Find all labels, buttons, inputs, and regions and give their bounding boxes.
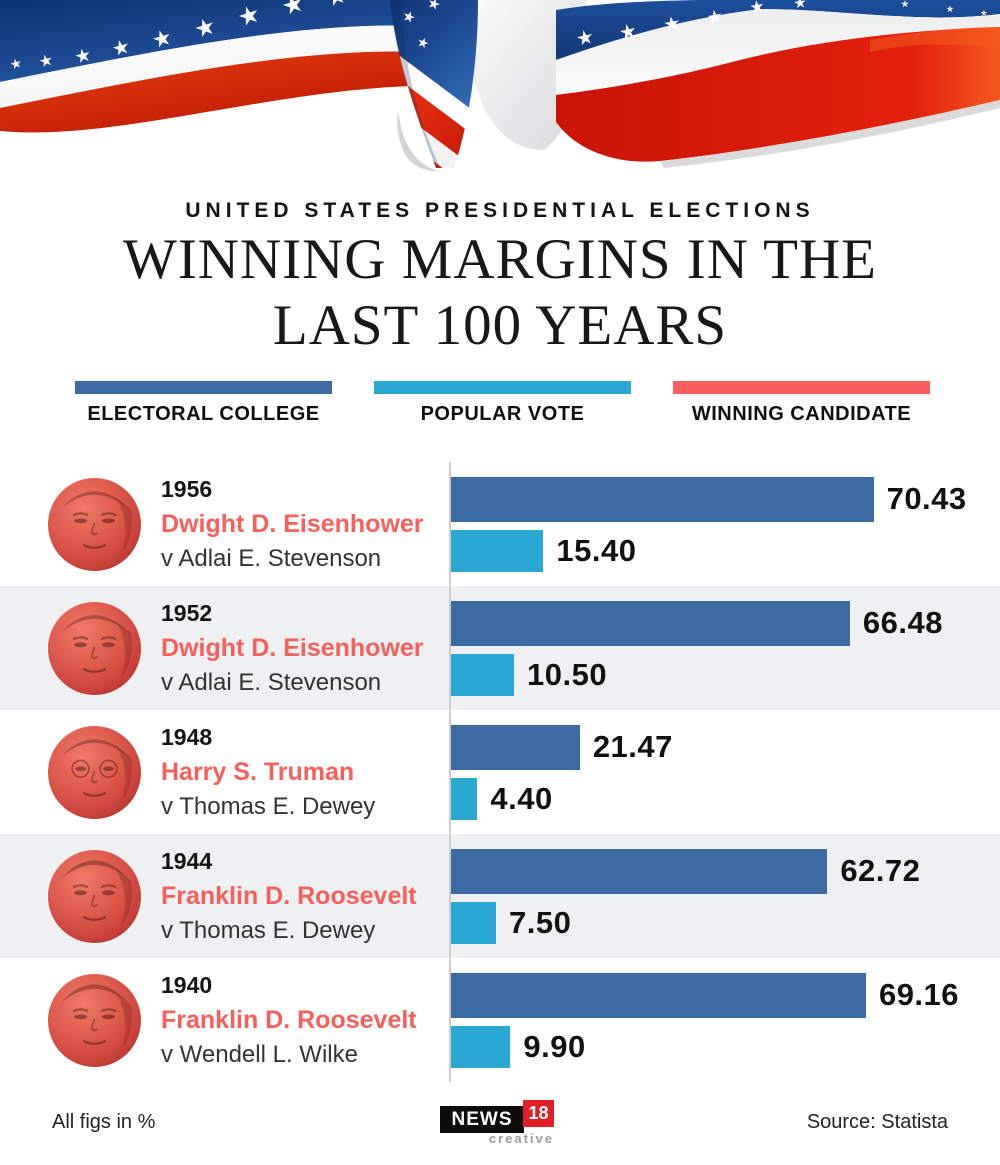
popular-bar-line: 15.40 (451, 529, 1000, 572)
winner-name: Harry S. Truman (161, 757, 355, 786)
electoral-value: 62.72 (840, 853, 921, 888)
electoral-bar-line: 21.47 (451, 724, 1000, 770)
portrait-eisenhower (48, 601, 141, 695)
president-face-illustration (61, 859, 132, 926)
electoral-bar-line: 69.16 (451, 972, 1000, 1018)
year-label: 1944 (161, 847, 213, 874)
president-face-illustration (61, 738, 132, 802)
popular-value: 4.40 (490, 780, 553, 816)
portrait-truman (48, 725, 141, 819)
popular-bar-line: 9.90 (451, 1025, 1000, 1068)
bar-area: 69.16 9.90 (449, 958, 1000, 1082)
electoral-value: 70.43 (886, 481, 967, 516)
legend-item-winning-candidate: WINNING CANDIDATE (673, 381, 930, 426)
page-title: WINNING MARGINS IN THE LAST 100 YEARS (0, 227, 1000, 359)
popular-value: 10.50 (527, 656, 608, 692)
opponent-name: v Thomas E. Dewey (161, 792, 376, 820)
winner-name: Franklin D. Roosevelt (161, 881, 417, 910)
legend-label: WINNING CANDIDATE (691, 403, 912, 425)
electoral-bar (451, 600, 850, 646)
electoral-bar-line: 62.72 (451, 848, 1000, 894)
popular-bar (451, 1025, 511, 1068)
opponent-name: v Thomas E. Dewey (161, 916, 376, 944)
year-label: 1940 (161, 971, 213, 998)
election-row-1956: 1956 Dwight D. Eisenhower v Adlai E. Ste… (0, 462, 1000, 586)
president-face-illustration (61, 983, 132, 1050)
news18-logo-18: 18 (523, 1100, 554, 1127)
bar-area: 66.48 10.50 (449, 586, 1000, 710)
popular-bar-line: 4.40 (451, 777, 1000, 820)
popular-vote-swatch (374, 381, 631, 394)
news18-creative-logo: NEWS 18 creative (440, 1100, 560, 1146)
year-label: 1952 (161, 599, 213, 626)
title-line-2: LAST 100 YEARS (272, 294, 728, 357)
popular-bar (451, 653, 514, 696)
legend-label: ELECTORAL COLLEGE (87, 403, 320, 425)
election-row-1948: 1948 Harry S. Truman v Thomas E. Dewey 2… (0, 710, 1000, 834)
electoral-bar (451, 476, 874, 522)
popular-value: 15.40 (556, 532, 637, 568)
electoral-value: 66.48 (862, 605, 943, 640)
winner-name: Dwight D. Eisenhower (161, 509, 424, 538)
popular-bar-line: 10.50 (451, 653, 1000, 696)
election-row-1940: 1940 Franklin D. Roosevelt v Wendell L. … (0, 958, 1000, 1082)
year-label: 1948 (161, 723, 213, 750)
opponent-name: v Adlai E. Stevenson (161, 668, 382, 696)
us-flag-ribbon (0, 0, 1000, 172)
units-note: All figs in % (52, 1110, 156, 1133)
candidate-info: 1956 Dwight D. Eisenhower v Adlai E. Ste… (161, 476, 449, 573)
winner-name: Franklin D. Roosevelt (161, 1005, 417, 1034)
popular-bar-line: 7.50 (451, 901, 1000, 944)
portrait-roosevelt (48, 973, 141, 1067)
portrait-roosevelt (48, 849, 141, 943)
bar-area: 70.43 15.40 (449, 462, 1000, 586)
electoral-bar (451, 724, 580, 770)
news18-logo-news: NEWS (440, 1106, 524, 1133)
electoral-value: 21.47 (592, 729, 673, 764)
margins-chart: 1956 Dwight D. Eisenhower v Adlai E. Ste… (0, 462, 1000, 1082)
legend: ELECTORAL COLLEGE POPULAR VOTE WINNING C… (75, 381, 930, 426)
popular-bar (451, 777, 478, 820)
candidate-info: 1944 Franklin D. Roosevelt v Thomas E. D… (161, 848, 449, 945)
electoral-bar (451, 848, 828, 894)
kicker: UNITED STATES PRESIDENTIAL ELECTIONS (185, 199, 815, 222)
election-row-1944: 1944 Franklin D. Roosevelt v Thomas E. D… (0, 834, 1000, 958)
electoral-bar-line: 70.43 (451, 476, 1000, 522)
candidate-info: 1952 Dwight D. Eisenhower v Adlai E. Ste… (161, 600, 449, 697)
winning-candidate-swatch (673, 381, 930, 394)
electoral-value: 69.16 (878, 977, 960, 1012)
source-credit: Source: Statista (806, 1110, 948, 1133)
footer: All figs in % NEWS 18 creative Source: S… (0, 1082, 1000, 1162)
president-face-illustration (61, 614, 132, 678)
popular-value: 9.90 (523, 1028, 586, 1064)
title-line-1: WINNING MARGINS IN THE (123, 228, 877, 291)
electoral-college-swatch (75, 381, 332, 394)
portrait-eisenhower (48, 477, 141, 571)
president-face-illustration (61, 490, 132, 554)
winner-name: Dwight D. Eisenhower (161, 633, 424, 662)
bar-area: 21.47 4.40 (449, 710, 1000, 834)
candidate-info: 1940 Franklin D. Roosevelt v Wendell L. … (161, 972, 449, 1069)
year-label: 1956 (161, 475, 213, 502)
candidate-info: 1948 Harry S. Truman v Thomas E. Dewey (161, 724, 449, 821)
bar-area: 62.72 7.50 (449, 834, 1000, 958)
legend-item-popular-vote: POPULAR VOTE (374, 381, 631, 426)
legend-label: POPULAR VOTE (420, 403, 585, 425)
electoral-bar-line: 66.48 (451, 600, 1000, 646)
popular-value: 7.50 (509, 904, 572, 940)
popular-bar (451, 901, 496, 944)
legend-item-electoral-college: ELECTORAL COLLEGE (75, 381, 332, 426)
election-row-1952: 1952 Dwight D. Eisenhower v Adlai E. Ste… (0, 586, 1000, 710)
news18-logo-creative: creative (488, 1131, 554, 1146)
opponent-name: v Wendell L. Wilke (161, 1040, 358, 1068)
opponent-name: v Adlai E. Stevenson (161, 544, 382, 572)
popular-bar (451, 529, 544, 572)
electoral-bar (451, 972, 866, 1018)
